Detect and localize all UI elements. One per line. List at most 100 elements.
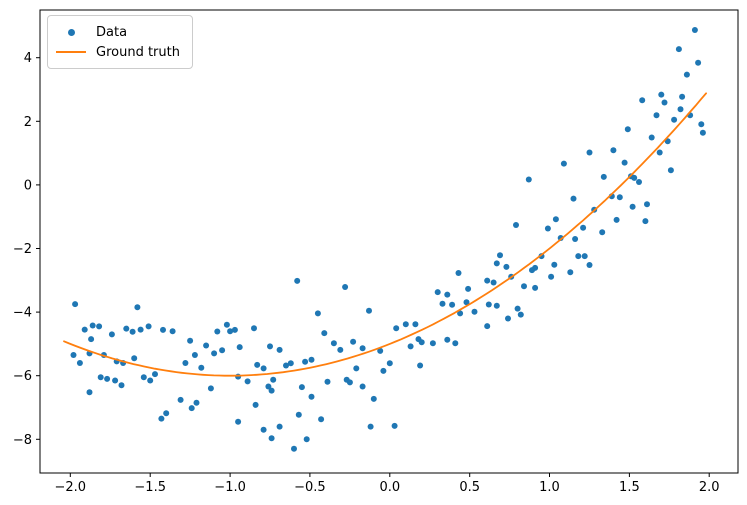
x-tick-label: 1.0 <box>539 480 560 495</box>
data-point <box>291 445 297 452</box>
data-point <box>544 225 551 232</box>
data-point <box>89 322 96 329</box>
data-point <box>302 358 309 365</box>
legend-label-ground-truth: Ground truth <box>96 44 180 60</box>
data-point <box>532 284 539 291</box>
data-point <box>485 301 492 308</box>
data-point <box>698 121 705 128</box>
data-point <box>484 277 491 284</box>
data-point <box>134 304 141 311</box>
data-point <box>108 331 115 338</box>
data-point <box>227 328 234 335</box>
data-point <box>244 378 251 385</box>
ground-truth-line-icon <box>56 51 86 53</box>
x-tick-label: 2.0 <box>699 480 720 495</box>
data-point <box>639 97 646 104</box>
data-point <box>295 411 302 418</box>
data-point <box>370 395 377 402</box>
x-tick-label: 1.5 <box>619 480 640 495</box>
data-point <box>503 263 510 270</box>
data-point <box>600 173 607 180</box>
data-point <box>260 365 267 372</box>
data-point <box>140 374 147 381</box>
y-tick-label: 2 <box>24 115 32 130</box>
data-point <box>270 376 277 383</box>
data-point <box>160 326 166 333</box>
data-point <box>613 216 620 223</box>
data-point <box>76 360 83 366</box>
data-point <box>391 422 398 429</box>
data-point <box>521 283 527 290</box>
data-point <box>203 342 210 349</box>
data-point <box>599 229 606 236</box>
legend-swatch <box>55 28 87 36</box>
data-point <box>572 236 579 242</box>
data-point <box>434 289 441 296</box>
data-point <box>265 383 272 390</box>
data-point <box>517 311 524 318</box>
data-point <box>629 203 636 210</box>
data-point <box>268 435 275 442</box>
data-point <box>276 423 283 430</box>
data-point <box>267 343 273 350</box>
data-point <box>444 336 451 343</box>
data-point <box>182 360 189 366</box>
data-point <box>493 260 500 267</box>
data-point <box>661 99 668 106</box>
data-point <box>118 382 125 389</box>
data-point <box>112 377 119 384</box>
data-point <box>367 423 374 430</box>
data-point <box>493 302 500 309</box>
x-tick-label: 0.0 <box>379 480 400 495</box>
data-point <box>580 224 587 231</box>
data-point <box>505 315 511 322</box>
x-tick-label: −1.0 <box>214 480 246 495</box>
data-point <box>586 149 593 156</box>
data-point <box>490 279 497 286</box>
data-point <box>463 299 470 306</box>
data-point <box>675 46 682 53</box>
data-point <box>219 347 226 354</box>
data-point <box>129 328 136 335</box>
data-point <box>198 364 205 371</box>
data-point <box>429 340 436 347</box>
data-point <box>380 367 387 374</box>
data-point <box>188 405 195 412</box>
data-point <box>236 344 243 351</box>
data-point <box>158 415 165 422</box>
x-tick-label: −0.5 <box>294 480 326 495</box>
data-point <box>377 347 384 354</box>
data-point <box>525 176 532 183</box>
data-point <box>235 418 242 425</box>
x-axis-ticks <box>69 473 710 477</box>
data-point <box>254 361 261 368</box>
x-tick-label: −1.5 <box>134 480 166 495</box>
data-point <box>353 365 360 372</box>
ground-truth-line <box>63 92 707 377</box>
data-point <box>449 301 456 308</box>
data-point <box>699 129 706 136</box>
data-point <box>570 195 577 202</box>
data-point <box>455 270 462 276</box>
data-point <box>656 149 663 156</box>
axes-spines <box>39 9 739 474</box>
data-point <box>163 410 170 417</box>
data-point <box>96 323 103 330</box>
data-point <box>631 174 638 181</box>
data-point <box>575 253 582 260</box>
data-point <box>417 362 424 369</box>
legend-label-data: Data <box>96 24 128 40</box>
data-point <box>366 307 372 314</box>
data-point <box>497 252 503 259</box>
data-point <box>346 379 353 386</box>
data-point <box>88 336 95 343</box>
data-point <box>187 337 194 344</box>
data-point <box>412 321 419 328</box>
data-point <box>610 147 617 154</box>
scatter-series <box>70 27 706 452</box>
y-tick-label: −8 <box>13 433 32 448</box>
data-point <box>131 355 138 362</box>
data-point <box>276 346 283 353</box>
